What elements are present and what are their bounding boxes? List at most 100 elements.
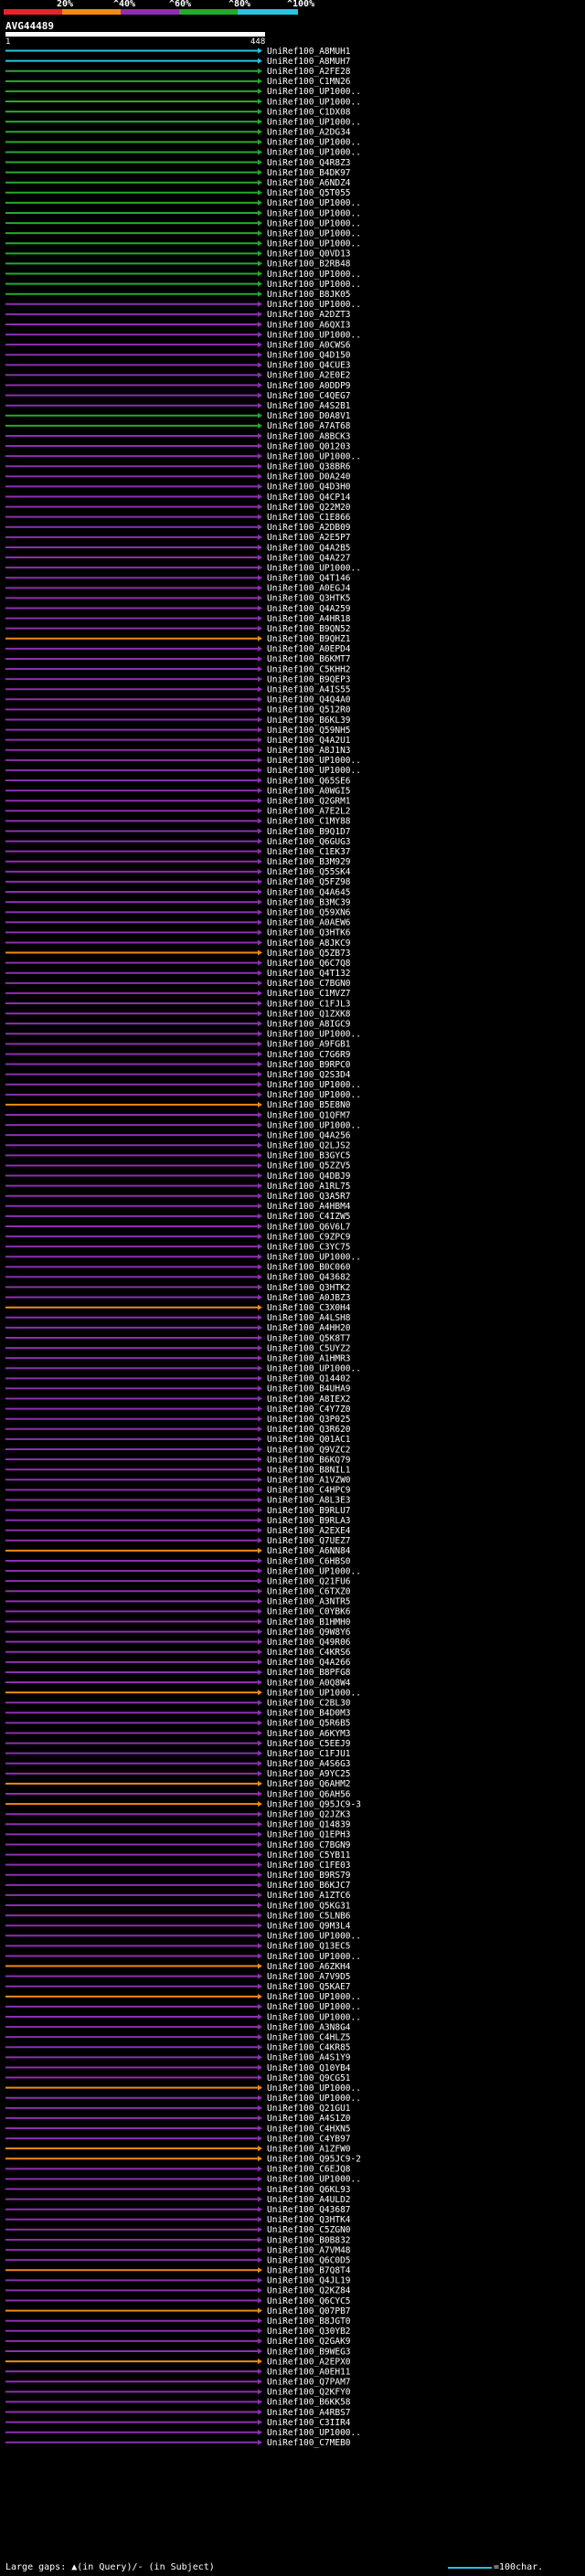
hit-row[interactable]: UniRef100_C4Y7Z0 — [5, 1405, 351, 1415]
hit-label[interactable]: UniRef100_A4S6G3 — [267, 1759, 351, 1769]
hit-label[interactable]: UniRef100_UP1000.. — [267, 2012, 361, 2022]
hit-row[interactable]: UniRef100_A8JKC9 — [5, 938, 351, 949]
hit-label[interactable]: UniRef100_A0Q8W4 — [267, 1678, 351, 1688]
hit-row[interactable]: UniRef100_UP1000.. — [5, 1253, 361, 1263]
hit-row[interactable]: UniRef100_B9Q1D7 — [5, 827, 351, 837]
hit-row[interactable]: UniRef100_Q4A259 — [5, 604, 351, 614]
hit-label[interactable]: UniRef100_B3MC39 — [267, 897, 351, 907]
hit-row[interactable]: UniRef100_B6KMT7 — [5, 654, 351, 664]
hit-row[interactable]: UniRef100_C1FJU1 — [5, 1749, 351, 1759]
hit-row[interactable]: UniRef100_B9RLA3 — [5, 1516, 351, 1526]
hit-label[interactable]: UniRef100_A2FE28 — [267, 67, 351, 77]
hit-label[interactable]: UniRef100_C1E866 — [267, 513, 351, 523]
hit-label[interactable]: UniRef100_B6KMT7 — [267, 654, 351, 664]
hit-label[interactable]: UniRef100_A9FGB1 — [267, 1040, 351, 1050]
hit-label[interactable]: UniRef100_UP1000.. — [267, 117, 361, 127]
hit-label[interactable]: UniRef100_Q4A645 — [267, 887, 351, 897]
hit-row[interactable]: UniRef100_A6NDZ4 — [5, 178, 351, 188]
hit-label[interactable]: UniRef100_B9QN52 — [267, 624, 351, 634]
hit-row[interactable]: UniRef100_Q49R06 — [5, 1638, 351, 1648]
hit-row[interactable]: UniRef100_A4RBS7 — [5, 2408, 351, 2418]
hit-row[interactable]: UniRef100_B4D0M3 — [5, 1709, 351, 1719]
hit-row[interactable]: UniRef100_A2DB09 — [5, 523, 351, 533]
hit-label[interactable]: UniRef100_Q4A266 — [267, 1658, 351, 1668]
hit-label[interactable]: UniRef100_C5UYZ2 — [267, 1343, 351, 1353]
hit-row[interactable]: UniRef100_C4KR85 — [5, 2043, 351, 2053]
hit-row[interactable]: UniRef100_Q59XN6 — [5, 907, 351, 917]
hit-label[interactable]: UniRef100_A8BCK3 — [267, 431, 351, 441]
hit-label[interactable]: UniRef100_C4HLZ5 — [267, 2032, 351, 2042]
hit-label[interactable]: UniRef100_A8JKC9 — [267, 938, 351, 949]
hit-row[interactable]: UniRef100_B4DK97 — [5, 168, 351, 178]
hit-label[interactable]: UniRef100_Q01AC1 — [267, 1435, 351, 1445]
hit-label[interactable]: UniRef100_B9QHZ1 — [267, 634, 351, 644]
hit-row[interactable]: UniRef100_C1MY88 — [5, 817, 351, 827]
hit-label[interactable]: UniRef100_B9RLU7 — [267, 1506, 351, 1516]
hit-row[interactable]: UniRef100_C4KRS6 — [5, 1648, 351, 1658]
hit-row[interactable]: UniRef100_C1E866 — [5, 513, 351, 523]
hit-row[interactable]: UniRef100_A4LSH8 — [5, 1313, 351, 1323]
hit-label[interactable]: UniRef100_Q5FZ98 — [267, 877, 351, 887]
hit-label[interactable]: UniRef100_Q2JZK3 — [267, 1810, 351, 1820]
hit-label[interactable]: UniRef100_Q512R0 — [267, 705, 351, 716]
hit-row[interactable]: UniRef100_C4QEG7 — [5, 391, 351, 401]
hit-label[interactable]: UniRef100_B0B832 — [267, 2235, 351, 2245]
hit-label[interactable]: UniRef100_UP1000.. — [267, 1080, 361, 1090]
hit-row[interactable]: UniRef100_A8MUH1 — [5, 47, 351, 57]
hit-label[interactable]: UniRef100_B9RPC0 — [267, 1060, 351, 1070]
hit-label[interactable]: UniRef100_Q4JL19 — [267, 2276, 351, 2286]
hit-label[interactable]: UniRef100_A2DB09 — [267, 523, 351, 533]
hit-label[interactable]: UniRef100_B8JGT0 — [267, 2316, 351, 2327]
hit-row[interactable]: UniRef100_Q5ZB73 — [5, 949, 351, 959]
hit-row[interactable]: UniRef100_D0A8V1 — [5, 411, 351, 421]
hit-label[interactable]: UniRef100_C4HPC9 — [267, 1486, 351, 1496]
hit-label[interactable]: UniRef100_A8J1N3 — [267, 746, 351, 756]
hit-row[interactable]: UniRef100_UP1000.. — [5, 1688, 361, 1698]
hit-row[interactable]: UniRef100_Q1EPH3 — [5, 1830, 351, 1840]
hit-row[interactable]: UniRef100_UP1000.. — [5, 239, 361, 249]
hit-label[interactable]: UniRef100_UP1000.. — [267, 1090, 361, 1100]
hit-row[interactable]: UniRef100_A4HBM4 — [5, 1202, 351, 1212]
hit-label[interactable]: UniRef100_A6NDZ4 — [267, 178, 351, 188]
hit-row[interactable]: UniRef100_B0B832 — [5, 2235, 351, 2245]
hit-row[interactable]: UniRef100_UP1000.. — [5, 451, 361, 461]
hit-label[interactable]: UniRef100_Q9M3L4 — [267, 1921, 351, 1931]
hit-row[interactable]: UniRef100_A9YC25 — [5, 1769, 351, 1779]
hit-label[interactable]: UniRef100_Q4A2B5 — [267, 543, 351, 553]
hit-label[interactable]: UniRef100_C1MY88 — [267, 817, 351, 827]
hit-row[interactable]: UniRef100_A7AT68 — [5, 421, 351, 431]
hit-label[interactable]: UniRef100_Q0VD13 — [267, 249, 351, 260]
hit-label[interactable]: UniRef100_Q13EC5 — [267, 1942, 351, 1952]
hit-row[interactable]: UniRef100_UP1000.. — [5, 218, 361, 228]
hit-row[interactable]: UniRef100_C4IZW5 — [5, 1212, 351, 1222]
hit-label[interactable]: UniRef100_UP1000.. — [267, 756, 361, 766]
hit-row[interactable]: UniRef100_A2FE28 — [5, 67, 351, 77]
hit-row[interactable]: UniRef100_Q01AC1 — [5, 1435, 351, 1445]
hit-row[interactable]: UniRef100_B1HMH0 — [5, 1617, 351, 1627]
hit-label[interactable]: UniRef100_A4S1Z0 — [267, 2114, 351, 2124]
hit-label[interactable]: UniRef100_Q43687 — [267, 2205, 351, 2215]
hit-row[interactable]: UniRef100_UP1000.. — [5, 97, 361, 107]
hit-label[interactable]: UniRef100_Q2GAK9 — [267, 2337, 351, 2347]
hit-row[interactable]: UniRef100_B9RLU7 — [5, 1506, 351, 1516]
hit-label[interactable]: UniRef100_Q6KL93 — [267, 2185, 351, 2195]
hit-label[interactable]: UniRef100_B4DK97 — [267, 168, 351, 178]
hit-row[interactable]: UniRef100_Q5ZZV5 — [5, 1161, 351, 1171]
hit-row[interactable]: UniRef100_Q07PB7 — [5, 2306, 351, 2316]
hit-row[interactable]: UniRef100_Q5R6B5 — [5, 1719, 351, 1729]
hit-row[interactable]: UniRef100_A2EPX0 — [5, 2357, 351, 2367]
hit-label[interactable]: UniRef100_A1ZTC6 — [267, 1891, 351, 1901]
hit-label[interactable]: UniRef100_Q55SK4 — [267, 867, 351, 877]
hit-row[interactable]: UniRef100_Q43682 — [5, 1273, 351, 1283]
hit-row[interactable]: UniRef100_Q2KFY0 — [5, 2388, 351, 2398]
hit-label[interactable]: UniRef100_Q4T132 — [267, 969, 351, 979]
hit-row[interactable]: UniRef100_UP1000.. — [5, 1080, 361, 1090]
hit-row[interactable]: UniRef100_A6KYM3 — [5, 1729, 351, 1739]
hit-label[interactable]: UniRef100_C5LNB6 — [267, 1911, 351, 1921]
hit-label[interactable]: UniRef100_C1FJU1 — [267, 1749, 351, 1759]
hit-row[interactable]: UniRef100_Q4CP14 — [5, 493, 351, 503]
hit-row[interactable]: UniRef100_Q5KAE7 — [5, 1982, 351, 1992]
hit-row[interactable]: UniRef100_Q6V6L7 — [5, 1222, 351, 1232]
hit-label[interactable]: UniRef100_D0A240 — [267, 472, 351, 482]
hit-label[interactable]: UniRef100_A4ULD2 — [267, 2195, 351, 2205]
